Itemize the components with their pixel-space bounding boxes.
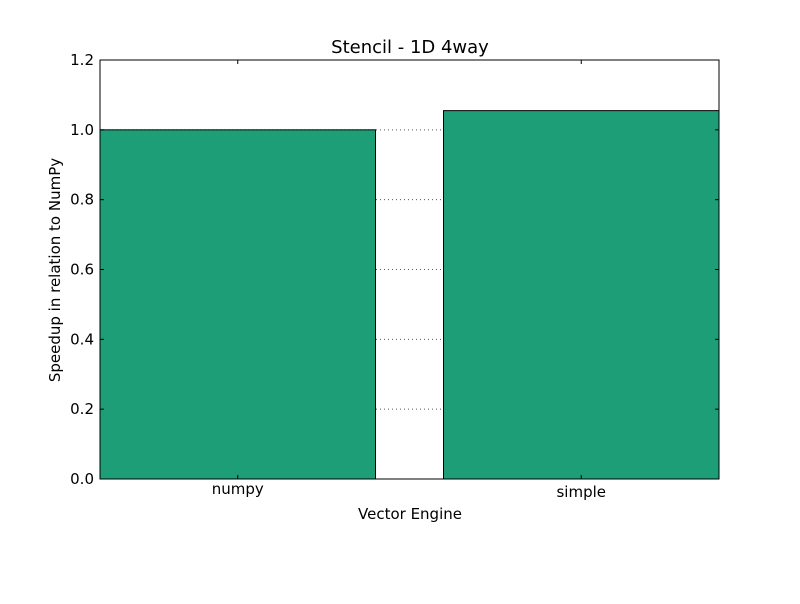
y-tick-label: 0.2 xyxy=(70,400,94,418)
x-tick-label-simple: simple xyxy=(556,483,606,501)
y-tick-label: 0.6 xyxy=(70,261,94,279)
chart-title: Stencil - 1D 4way xyxy=(331,37,489,58)
tick-layer: 0.0 0.2 0.4 0.6 0.8 1.0 1.2 numpy simple xyxy=(70,51,719,501)
y-tick-label: 0.8 xyxy=(70,191,94,209)
y-tick-label: 0.4 xyxy=(70,330,94,348)
y-tick-label: 1.0 xyxy=(70,121,94,139)
y-axis-label: Speedup in relation to NumPy xyxy=(46,158,64,382)
x-axis-label: Vector Engine xyxy=(358,505,462,523)
y-tick-label: 1.2 xyxy=(70,51,94,69)
bar-simple xyxy=(443,110,720,480)
bar-layer xyxy=(99,110,720,480)
y-tick-label: 0.0 xyxy=(70,470,94,488)
x-tick-label-numpy: numpy xyxy=(212,480,264,498)
bar-numpy xyxy=(99,129,376,480)
